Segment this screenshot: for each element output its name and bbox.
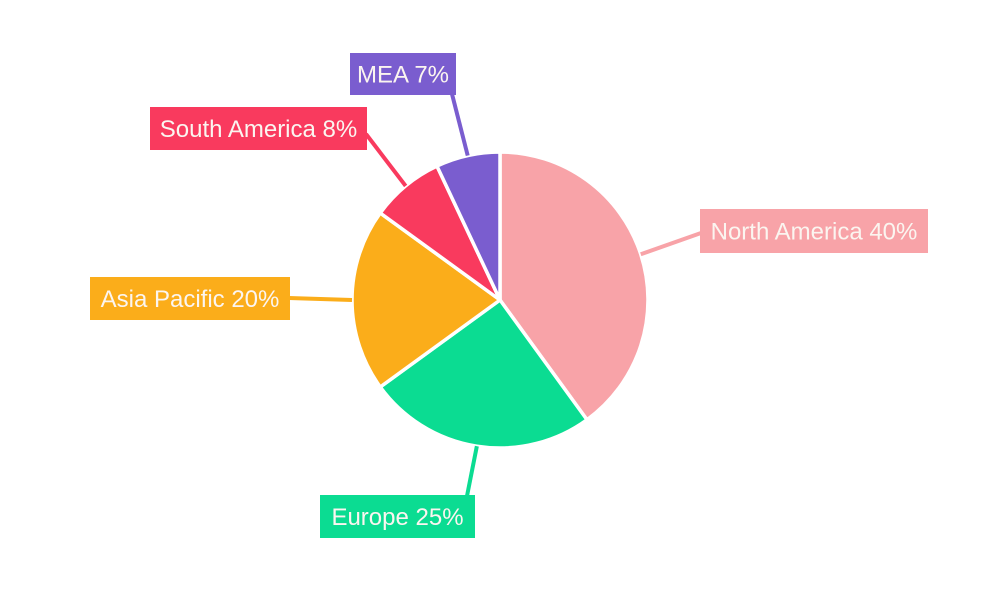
leader-lines-group [288, 93, 702, 497]
pie-slices-group [350, 150, 650, 450]
leader-line-asia-pacific [288, 296, 353, 302]
label-box-south-america [150, 107, 367, 150]
pie-slice-europe[interactable] [378, 298, 589, 450]
pie-slice-asia-pacific[interactable] [350, 211, 502, 389]
label-box-north-america [700, 209, 928, 253]
leader-line-mea [450, 93, 470, 157]
leader-line-south-america [364, 132, 408, 188]
leader-line-europe [465, 445, 479, 497]
label-box-europe [320, 495, 475, 538]
label-box-asia-pacific [90, 277, 290, 320]
label-box-mea [350, 53, 456, 95]
leader-line-north-america [640, 231, 702, 257]
pie-slice-north-america[interactable] [498, 150, 650, 422]
pie-slice-mea[interactable] [435, 150, 502, 302]
